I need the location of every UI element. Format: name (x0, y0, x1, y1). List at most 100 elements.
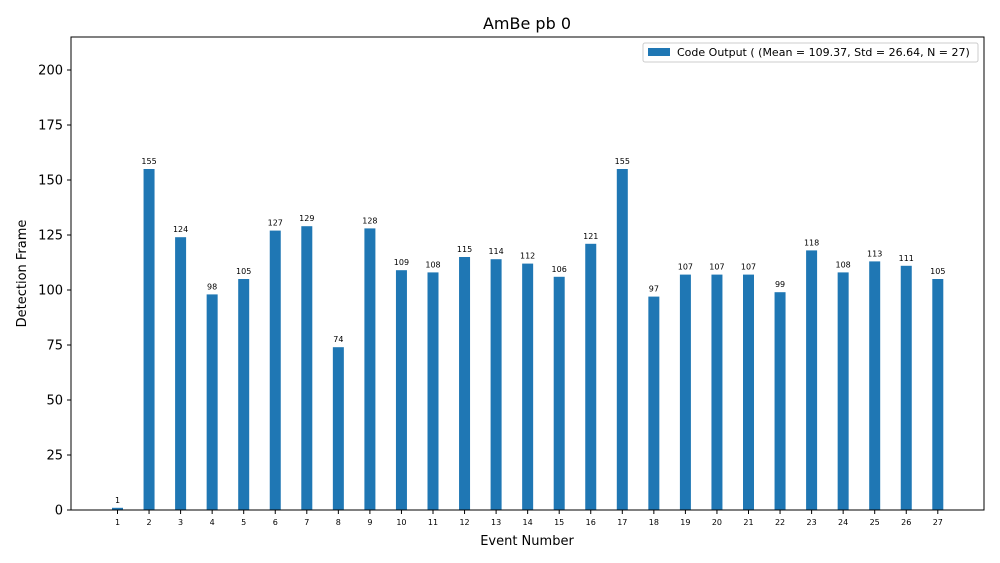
bar-event-15 (553, 276, 565, 510)
data-label-event-11: 108 (425, 260, 440, 269)
bar-event-5 (238, 279, 250, 510)
x-axis-label: Event Number (480, 534, 574, 549)
x-tick-label-21: 21 (743, 518, 753, 527)
data-label-event-12: 115 (457, 245, 472, 254)
x-tick-label-16: 16 (586, 518, 596, 527)
bar-event-2 (143, 169, 155, 510)
bar-event-25 (869, 261, 881, 510)
data-label-event-19: 107 (678, 263, 693, 272)
y-tick-label-0: 0 (55, 504, 63, 519)
data-label-event-9: 128 (362, 216, 377, 225)
y-tick-label-150: 150 (38, 174, 63, 189)
data-label-event-24: 108 (836, 260, 851, 269)
chart-title: AmBe pb 0 (483, 14, 571, 33)
bar-event-1 (112, 507, 123, 510)
data-label-event-22: 99 (775, 280, 785, 289)
data-label-event-6: 127 (268, 219, 283, 228)
x-axis-ticks: 1 2 3 4 5 6 7 8 9 10 11 12 13 14 15 16 17 18 19 20 21 22 23 24 2… (115, 510, 943, 527)
data-label-event-25: 113 (867, 249, 882, 258)
x-tick-label-19: 19 (680, 518, 690, 527)
data-label-event-15: 106 (552, 265, 567, 274)
bar-event-10 (395, 270, 407, 510)
x-tick-label-22: 22 (775, 518, 785, 527)
plot-area-frame (70, 36, 985, 511)
bar-event-26 (900, 265, 912, 510)
x-tick-label-25: 25 (870, 518, 880, 527)
x-tick-label-3: 3 (178, 518, 183, 527)
x-tick-label-13: 13 (491, 518, 501, 527)
data-label-event-21: 107 (741, 263, 756, 272)
x-tick-label-11: 11 (428, 518, 438, 527)
bar-event-22 (774, 292, 786, 510)
legend-entry: Code Output ( (Mean = 109.37, Std = 26.6… (677, 46, 970, 59)
y-tick-label-50: 50 (46, 394, 63, 409)
bar-event-23 (806, 250, 818, 510)
bar-event-3 (175, 237, 187, 510)
y-tick-label-175: 175 (38, 119, 63, 134)
x-tick-label-9: 9 (367, 518, 372, 527)
bar-event-7 (301, 226, 313, 510)
x-tick-label-27: 27 (933, 518, 943, 527)
bar-event-9 (364, 228, 376, 510)
data-label-event-1: 1 (115, 496, 120, 505)
y-axis-ticks: 0 25 50 75 100 125 150 175 200 (38, 64, 71, 519)
x-tick-label-15: 15 (554, 518, 564, 527)
legend: Code Output ( (Mean = 109.37, Std = 26.6… (642, 42, 979, 63)
data-label-event-18: 97 (649, 285, 659, 294)
data-label-event-16: 121 (583, 232, 598, 241)
x-tick-label-12: 12 (459, 518, 469, 527)
x-tick-label-7: 7 (304, 518, 309, 527)
bar-event-16 (585, 243, 597, 511)
bar-event-27 (932, 279, 944, 510)
bar-event-12 (459, 257, 471, 510)
data-label-event-7: 129 (299, 214, 314, 223)
x-tick-label-23: 23 (807, 518, 817, 527)
data-label-event-8: 74 (333, 335, 343, 344)
x-tick-label-10: 10 (396, 518, 406, 527)
x-tick-label-20: 20 (712, 518, 722, 527)
data-label-event-26: 111 (899, 254, 914, 263)
data-labels-group: 1 155 124 98 105 127 129 74 128 109 108 115 114 112 10… (115, 157, 945, 505)
x-tick-label-2: 2 (147, 518, 152, 527)
x-tick-label-6: 6 (273, 518, 278, 527)
data-label-event-4: 98 (207, 282, 217, 291)
data-label-event-14: 112 (520, 252, 535, 261)
x-tick-label-4: 4 (210, 518, 215, 527)
bar-event-19 (679, 274, 691, 510)
legend-box (642, 42, 979, 63)
bar-event-24 (837, 272, 849, 510)
bar-event-21 (743, 274, 754, 510)
x-tick-label-5: 5 (241, 518, 246, 527)
y-tick-label-125: 125 (38, 229, 63, 244)
legend-swatch (648, 48, 670, 56)
bar-event-17 (616, 169, 628, 510)
data-label-event-3: 124 (173, 225, 188, 234)
data-label-event-10: 109 (394, 258, 409, 267)
x-tick-label-17: 17 (617, 518, 627, 527)
bar-event-20 (711, 274, 723, 510)
data-label-event-2: 155 (141, 157, 156, 166)
data-label-event-17: 155 (615, 157, 630, 166)
data-label-event-20: 107 (709, 263, 724, 272)
x-tick-label-8: 8 (336, 518, 341, 527)
bars-group (112, 169, 944, 511)
x-tick-label-26: 26 (901, 518, 911, 527)
bar-event-18 (648, 296, 660, 510)
bar-event-4 (206, 294, 218, 510)
data-label-event-13: 114 (488, 247, 503, 256)
x-tick-label-14: 14 (523, 518, 533, 527)
bar-event-13 (490, 259, 502, 510)
y-axis-label: Detection Frame (15, 220, 30, 328)
y-tick-label-75: 75 (46, 339, 63, 354)
bar-event-8 (332, 347, 344, 510)
y-tick-label-100: 100 (38, 284, 63, 299)
data-label-event-5: 105 (236, 267, 251, 276)
data-label-event-23: 118 (804, 238, 819, 247)
bar-event-11 (427, 272, 439, 510)
x-tick-label-1: 1 (115, 518, 120, 527)
bar-event-6 (269, 230, 281, 510)
y-tick-label-200: 200 (38, 64, 63, 79)
x-tick-label-18: 18 (649, 518, 659, 527)
data-label-event-27: 105 (930, 267, 945, 276)
